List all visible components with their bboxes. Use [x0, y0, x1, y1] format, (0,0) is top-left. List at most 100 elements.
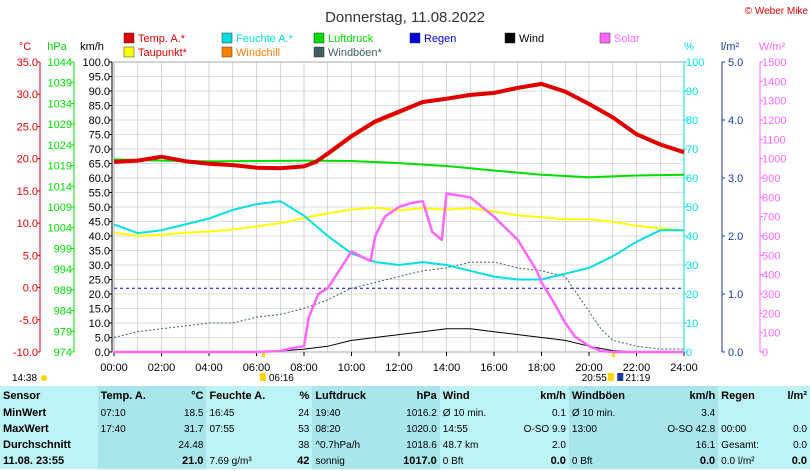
- series-line-solar: [114, 192, 684, 354]
- hum-tick-label: 60: [686, 173, 698, 185]
- solar-tick-label: 1400: [762, 76, 786, 88]
- wind-tick-label: 20.0: [89, 289, 110, 301]
- solar-tick-label: 1500: [762, 57, 786, 69]
- wind-unit-label: km/h: [80, 41, 104, 53]
- temp-tick-label: -5.0: [19, 315, 38, 327]
- table-cell: 7.69 g/m³: [206, 453, 289, 469]
- table-cell: 0.0: [776, 421, 810, 437]
- solar-tick-label: 700: [762, 212, 780, 224]
- x-tick-label: 22:00: [623, 362, 651, 374]
- table-cell: Gesamt:: [718, 437, 777, 453]
- legend-label: Regen: [424, 33, 456, 45]
- table-header-cell: Temp. A.: [97, 386, 166, 405]
- solar-tick-label: 400: [762, 270, 780, 282]
- x-tick-label: 08:00: [290, 362, 318, 374]
- copyright-text: © Weber Mike: [745, 6, 809, 17]
- solar-tick-label: 800: [762, 192, 780, 204]
- table-cell: 0.1: [505, 405, 569, 421]
- solar-tick-label: 100: [762, 328, 780, 340]
- table-cell: [97, 437, 166, 453]
- wind-tick-label: 25.0: [89, 275, 110, 287]
- wind-tick-label: 50.0: [89, 202, 110, 214]
- rain-tick-label: 0.0: [728, 347, 743, 359]
- table-cell: 08:20: [312, 421, 388, 437]
- table-cell: 1017.0: [387, 453, 440, 469]
- right-axes: 1009080706050403020100%5.04.03.02.01.00.…: [683, 41, 786, 359]
- table-header-cell: km/h: [505, 386, 569, 405]
- chart-title: Donnerstag, 11.08.2022: [325, 9, 485, 26]
- chart-legend: Temp. A.* Feuchte A.* Luftdruck Regen Wind So…: [123, 32, 640, 59]
- table-cell: 38: [288, 437, 313, 453]
- table-cell: 21.0: [165, 453, 207, 469]
- wind-tick-label: 5.0: [95, 333, 110, 345]
- x-tick-label: 16:00: [480, 362, 508, 374]
- press-tick-label: 974: [54, 347, 72, 359]
- wind-tick-label: 100.0: [82, 57, 110, 69]
- press-tick-label: 999: [54, 243, 72, 255]
- moonset-icon: [617, 373, 624, 381]
- table-cell: 19:40: [312, 405, 388, 421]
- hum-tick-label: 40: [686, 231, 698, 243]
- legend-label: Feuchte A.*: [236, 33, 294, 45]
- stats-table: Sensor Temp. A. °C Feuchte A.% Luftdruck hPa W…: [0, 386, 810, 471]
- temp-tick-label: 30.0: [17, 89, 38, 101]
- temp-tick-label: 5.0: [23, 250, 38, 262]
- moonset-label: 21:19: [625, 373, 650, 384]
- table-cell: 3.4: [647, 405, 719, 421]
- legend-swatch: [599, 32, 611, 44]
- wind-tick-label: 95.0: [89, 72, 110, 84]
- legend-label: Temp. A.*: [138, 33, 186, 45]
- table-header-cell: hPa: [387, 386, 440, 405]
- table-cell: 14:55: [439, 421, 506, 437]
- table-cell: [568, 437, 647, 453]
- solar-tick-label: 200: [762, 308, 780, 320]
- temp-tick-label: 20.0: [17, 154, 38, 166]
- wind-tick-label: 15.0: [89, 304, 110, 316]
- legend-swatch: [504, 32, 516, 44]
- wind-tick-label: 85.0: [89, 101, 110, 113]
- wind-tick-label: 75.0: [89, 130, 110, 142]
- hum-tick-label: 50: [686, 202, 698, 214]
- x-tick-label: 12:00: [385, 362, 413, 374]
- table-cell: sonnig: [312, 453, 388, 469]
- table-header-cell: Sensor: [0, 386, 98, 405]
- table-header-cell: Luftdruck: [312, 386, 388, 405]
- wind-tick-label: 40.0: [89, 231, 110, 243]
- solar-tick-label: 1100: [762, 134, 786, 146]
- table-cell: 1016.2: [387, 405, 440, 421]
- table-header-cell: l/m²: [776, 386, 810, 405]
- wind-tick-label: 10.0: [89, 318, 110, 330]
- legend-label: Windchill: [236, 47, 280, 59]
- x-tick-label: 20:00: [575, 362, 603, 374]
- temp-tick-label: 0.0: [23, 283, 38, 295]
- press-tick-label: 1034: [48, 98, 72, 110]
- press-tick-label: 1039: [48, 78, 72, 90]
- temp-tick-label: 15.0: [17, 186, 38, 198]
- wind-tick-label: 45.0: [89, 217, 110, 229]
- legend-label: Luftdruck: [328, 33, 374, 45]
- table-header-cell: °C: [165, 386, 207, 405]
- wind-tick-label: 70.0: [89, 144, 110, 156]
- table-cell: 0.0: [647, 453, 719, 469]
- hum-tick-label: 0: [686, 347, 692, 359]
- temp-tick-label: 35.0: [17, 57, 38, 69]
- table-header-cell: Feuchte A.: [206, 386, 289, 405]
- press-tick-label: 1019: [48, 161, 72, 173]
- table-cell: [97, 453, 166, 469]
- table-cell: 07:10: [97, 405, 166, 421]
- wind-tick-label: 55.0: [89, 188, 110, 200]
- solar-tick-label: 300: [762, 289, 780, 301]
- legend-label: Solar: [614, 33, 640, 45]
- solar-tick-label: 600: [762, 231, 780, 243]
- table-cell: 17:40: [97, 421, 166, 437]
- press-tick-label: 1024: [48, 140, 72, 152]
- table-header-cell: km/h: [647, 386, 719, 405]
- press-tick-label: 989: [54, 285, 72, 297]
- x-tick-label: 24:00: [670, 362, 698, 374]
- hum-tick-label: 70: [686, 144, 698, 156]
- legend-swatch: [313, 46, 325, 58]
- moonrise-label: 14:38: [12, 373, 37, 384]
- temp-tick-label: 25.0: [17, 121, 38, 133]
- left-axes: 35.0 30.0 25.0 20.0 15.0 10.0 5.0 0.0 -5.0 -10.0 °…: [13, 41, 113, 359]
- table-cell: 0.0: [776, 437, 810, 453]
